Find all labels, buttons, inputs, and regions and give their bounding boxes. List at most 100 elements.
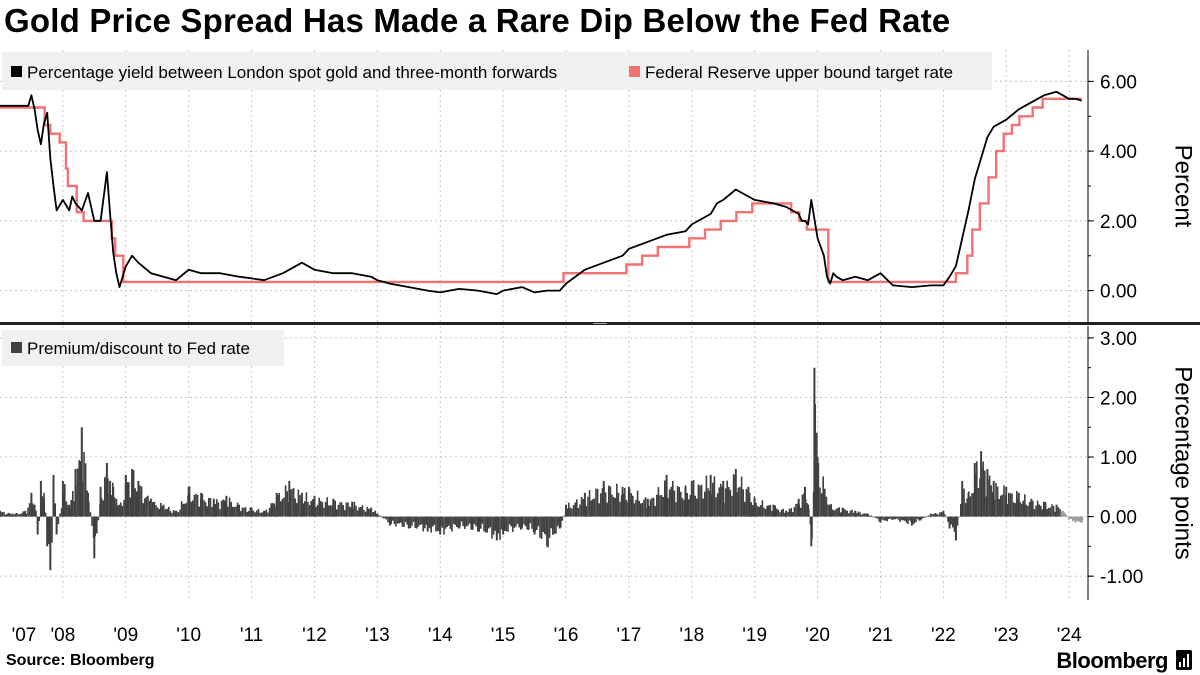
premium-bar <box>235 506 237 517</box>
premium-bar-point <box>854 510 857 517</box>
premium-bar <box>454 516 456 525</box>
premium-bar <box>89 512 92 517</box>
premium-bar <box>686 493 688 517</box>
premium-bar-point <box>105 463 108 517</box>
premium-bar <box>726 480 728 517</box>
premium-bar <box>126 482 128 517</box>
premium-bar <box>267 512 269 517</box>
premium-bar <box>515 516 517 527</box>
premium-bar <box>480 516 482 529</box>
premium-bar <box>712 482 714 517</box>
premium-bar <box>132 470 135 517</box>
x-tick-label: '18 <box>679 625 704 646</box>
premium-bar <box>51 516 53 543</box>
premium-bar <box>278 493 280 517</box>
premium-bar <box>414 516 416 528</box>
premium-bar <box>465 516 468 527</box>
premium-bar <box>142 503 144 517</box>
premium-bar <box>100 498 103 517</box>
premium-bar <box>1008 492 1010 517</box>
premium-bar <box>572 505 575 517</box>
premium-bar <box>1073 516 1076 521</box>
premium-bar-point <box>39 480 42 517</box>
premium-bar-point <box>866 513 869 517</box>
premium-bar <box>792 512 794 517</box>
premium-bar <box>638 500 640 517</box>
bloomberg-logo: Bloomberg <box>1056 648 1168 673</box>
premium-bar <box>44 512 47 517</box>
premium-bar-point <box>52 474 55 517</box>
premium-bar <box>484 516 487 533</box>
premium-bar <box>268 507 271 517</box>
premium-bar <box>716 493 719 517</box>
premium-bar <box>995 482 997 517</box>
premium-bar <box>857 511 860 517</box>
premium-bar <box>78 460 80 517</box>
premium-bar <box>640 503 642 517</box>
premium-bar <box>1060 511 1063 517</box>
premium-bar <box>953 516 956 532</box>
premium-bar <box>608 485 610 517</box>
premium-bar <box>22 511 24 517</box>
premium-bar <box>1003 485 1005 517</box>
premium-bar <box>340 502 343 517</box>
x-tick-label: '23 <box>994 625 1019 646</box>
premium-bar <box>604 492 607 517</box>
premium-bar <box>662 497 664 517</box>
premium-bar <box>756 506 759 517</box>
premium-bar <box>280 501 282 517</box>
premium-bar <box>102 500 104 517</box>
premium-bar <box>144 498 146 517</box>
premium-bar <box>744 501 746 517</box>
premium-bar <box>900 516 903 521</box>
premium-bar <box>411 516 413 526</box>
premium-bar-point <box>99 486 102 517</box>
premium-bar <box>793 507 796 517</box>
premium-bar <box>825 496 828 517</box>
premium-bar <box>763 507 765 517</box>
premium-bar <box>865 513 868 517</box>
premium-bar <box>201 493 204 517</box>
premium-bar <box>868 515 871 517</box>
premium-bar <box>32 503 34 517</box>
premium-bar <box>1 511 4 517</box>
premium-bar <box>195 493 197 517</box>
premium-bar <box>800 507 802 517</box>
premium-bar <box>782 508 784 517</box>
premium-bar <box>750 502 752 517</box>
premium-bar <box>401 516 404 527</box>
premium-bar <box>172 510 175 517</box>
premium-bar <box>670 486 672 517</box>
premium-bar <box>587 496 589 517</box>
premium-bar <box>489 516 492 528</box>
premium-bar <box>739 486 741 517</box>
premium-bar <box>667 497 669 517</box>
premium-bar <box>764 509 767 517</box>
premium-bar <box>795 503 797 517</box>
premium-bar <box>1028 501 1031 517</box>
premium-bar <box>240 511 242 517</box>
premium-bar <box>977 488 980 517</box>
premium-bar-point <box>1043 501 1045 517</box>
premium-bar <box>134 488 136 517</box>
premium-bar <box>347 502 349 517</box>
premium-bar <box>353 501 356 517</box>
premium-bar-point <box>68 504 71 517</box>
premium-bar <box>692 480 695 517</box>
premium-bar <box>360 507 362 517</box>
premium-bar <box>318 497 320 517</box>
premium-bar <box>384 516 386 519</box>
premium-bar <box>417 516 420 527</box>
premium-bar <box>59 513 61 517</box>
premium-bar <box>374 510 376 517</box>
premium-bar <box>1041 509 1044 517</box>
premium-bar <box>446 516 448 527</box>
legend-bottom-background <box>2 330 284 366</box>
0-ytick-label: 2.00 <box>1100 212 1137 233</box>
premium-bar <box>958 516 960 518</box>
premium-bar <box>190 501 192 517</box>
premium-bar <box>403 516 405 527</box>
premium-bar <box>668 489 671 517</box>
premium-bar <box>179 509 181 517</box>
